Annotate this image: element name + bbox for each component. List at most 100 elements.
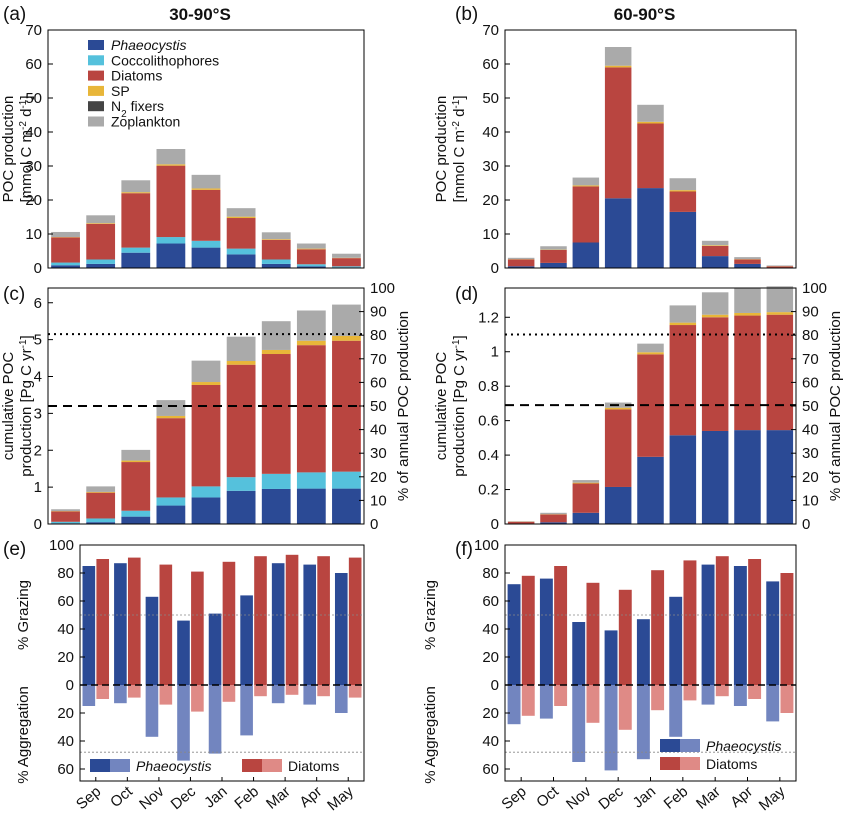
bar-nov-diatoms [572, 483, 600, 513]
legend-swatch-sp [88, 85, 104, 96]
bar-oct-sp [86, 491, 116, 493]
bar-grazing-sep-diatoms [96, 559, 110, 685]
y-tick-label: 0 [491, 260, 499, 277]
legend-label-diatoms: Diatoms [111, 68, 162, 84]
panel-tag: (b) [455, 4, 478, 25]
bar-mar-sp [261, 349, 291, 355]
y-tick-label: 60 [482, 593, 499, 610]
y-axis-label-line1: POC production [0, 96, 17, 203]
y-tick-label: 0 [34, 260, 42, 277]
bar-grazing-nov-phaeocystis [572, 622, 586, 685]
bar-apr-diatoms [296, 249, 326, 265]
y2-tick-label: 20 [802, 469, 819, 486]
bar-apr-phaeocystis [296, 488, 326, 524]
bar-apr-diatoms [296, 345, 326, 473]
y2-tick-label: 50 [802, 398, 819, 415]
bar-aggregation-nov-phaeocystis [572, 685, 586, 762]
legend-swatch-light-phaeocystis [110, 759, 130, 772]
bar-jan-zoplankton [191, 174, 221, 189]
bar-feb-sp [669, 322, 697, 326]
bar-grazing-jan-diatoms [651, 570, 665, 685]
bar-aggregation-mar-phaeocystis [701, 685, 715, 705]
bar-aggregation-jan-phaeocystis [208, 685, 222, 754]
bar-nov-coccolithophores [121, 510, 151, 517]
bar-aggregation-feb-diatoms [254, 685, 267, 697]
bar-aggregation-dec-diatoms [191, 685, 204, 712]
bar-may-sp [332, 335, 361, 341]
bar-mar-diatoms [701, 317, 729, 431]
bar-oct-zoplankton [86, 215, 116, 224]
bar-oct-phaeocystis [540, 262, 567, 268]
bar-aggregation-mar-phaeocystis [271, 685, 285, 704]
y-tick-label: 40 [482, 124, 499, 141]
bar-may-zoplankton [766, 265, 794, 267]
bar-may-zoplankton [766, 286, 794, 313]
y-tick-label: 40 [482, 733, 499, 750]
bar-aggregation-jan-diatoms [222, 685, 236, 702]
bar-jan-zoplankton [191, 360, 221, 383]
bar-grazing-dec-diatoms [191, 571, 204, 685]
y-axis-label-line2: [mmol C m-2 d-1] [18, 96, 36, 203]
bar-apr-sp [296, 248, 326, 250]
x-tick-label: Oct [533, 783, 562, 812]
panel-f: 0 20 40 60 80 100 20 40 60 Sep Oct Nov Dec Jan Feb Mar A… [422, 537, 797, 814]
bar-mar-diatoms [261, 354, 291, 474]
bar-grazing-mar-phaeocystis [271, 563, 285, 685]
y2-tick-label: 60 [802, 374, 819, 391]
bar-mar-coccolithophores [261, 473, 291, 489]
bar-jan-phaeocystis [191, 497, 221, 524]
bar-grazing-oct-diatoms [127, 557, 141, 685]
y2-tick-label: 10 [370, 492, 387, 509]
y-tick-label: 0 [491, 516, 499, 533]
bar-jan-diatoms [637, 123, 664, 189]
bar-dec-coccolithophores [156, 237, 186, 244]
bar-mar-zoplankton [261, 321, 291, 350]
bar-aggregation-feb-phaeocystis [240, 685, 253, 736]
legend-label-phaeocystis: Phaeocystis [706, 738, 781, 754]
legend-bottom: Phaeocystis Diatoms [90, 758, 339, 774]
bar-apr-coccolithophores [296, 472, 326, 489]
bar-may-diatoms [332, 258, 361, 267]
bar-grazing-sep-diatoms [521, 575, 535, 685]
bar-grazing-oct-phaeocystis [114, 563, 127, 685]
bar-may-sp [766, 312, 794, 315]
bar-jan-sp [191, 382, 221, 385]
y-tick-label: 30 [25, 158, 42, 175]
bar-oct-phaeocystis [540, 522, 567, 524]
bar-mar-zoplankton [701, 292, 729, 315]
bar-grazing-jan-phaeocystis [208, 613, 222, 685]
y-tick-label: 80 [57, 565, 74, 582]
y-tick-label: 10 [25, 226, 42, 243]
bar-apr-zoplankton [296, 243, 326, 249]
panel-title: 60-90°S [614, 5, 676, 24]
y2-tick-label: 90 [370, 304, 387, 321]
bar-nov-coccolithophores [121, 247, 151, 253]
y2-tick-label: 0 [802, 516, 810, 533]
x-tick-label: May [324, 783, 357, 815]
y-tick-label: 0.4 [478, 447, 499, 464]
y2-tick-label: 30 [802, 445, 819, 462]
bar-aggregation-sep-phaeocystis [507, 685, 521, 725]
y-tick-label: 2 [34, 442, 42, 459]
panel-b: 0 10 20 30 40 50 60 70 POC production [mmol C m-2… [433, 4, 797, 277]
bar-grazing-mar-diatoms [715, 556, 729, 685]
y-tick-label: 40 [57, 733, 74, 750]
bar-oct-sp [86, 223, 116, 224]
y-tick-label: 0 [34, 516, 42, 533]
bar-grazing-sep-phaeocystis [507, 584, 521, 685]
axes-frame [47, 29, 365, 269]
y-tick-label: 20 [57, 705, 74, 722]
y-tick-label: 60 [57, 761, 74, 778]
bar-dec-sp [604, 407, 632, 410]
bar-aggregation-mar-diatoms [285, 685, 299, 695]
y2-tick-label: 10 [802, 492, 819, 509]
bar-feb-zoplankton [669, 178, 697, 191]
y-axis-label-line2: [mmol C m-2 d-1] [451, 96, 469, 203]
bar-jan-phaeocystis [637, 456, 664, 524]
bar-sep-diatoms [51, 237, 80, 263]
bar-aggregation-apr-phaeocystis [733, 685, 747, 706]
bar-dec-sp [156, 415, 186, 419]
bar-aggregation-feb-phaeocystis [669, 685, 683, 737]
y-tick-label: 1.2 [478, 309, 499, 326]
legend-swatch-diatoms [242, 759, 262, 772]
